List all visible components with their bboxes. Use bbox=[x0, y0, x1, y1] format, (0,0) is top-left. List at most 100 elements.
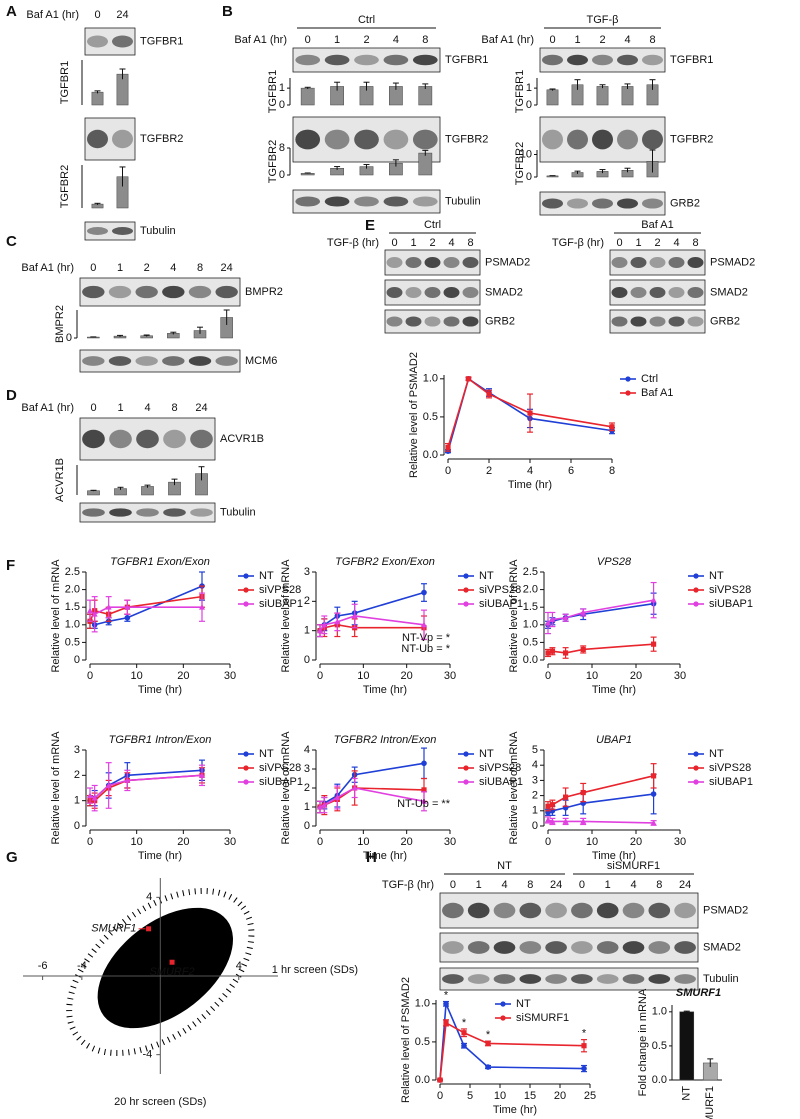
marker bbox=[563, 794, 569, 800]
lane-label: 2 bbox=[144, 262, 150, 274]
lane-axis-label: TGF-β (hr) bbox=[382, 879, 434, 891]
marker bbox=[545, 619, 551, 626]
lane-axis-label: TGF-β (hr) bbox=[552, 237, 604, 249]
lane-label: 8 bbox=[649, 34, 655, 46]
bar bbox=[621, 86, 634, 106]
marker bbox=[549, 818, 556, 824]
marker bbox=[545, 650, 551, 656]
legend-label: siVPS28 bbox=[479, 762, 521, 774]
blot bbox=[79, 349, 241, 373]
marker bbox=[87, 607, 93, 614]
blot bbox=[609, 309, 706, 334]
marker bbox=[549, 802, 555, 808]
y-tick-label: 5 bbox=[532, 744, 538, 756]
blot-label: TGFBR1 bbox=[670, 54, 713, 66]
band bbox=[611, 287, 628, 298]
band bbox=[545, 902, 567, 919]
bar bbox=[418, 86, 433, 106]
y-axis-label: TGFBR2 bbox=[59, 165, 71, 208]
band bbox=[386, 257, 403, 268]
y-axis-label: Fold change in mRNA bbox=[637, 988, 649, 1096]
x-tick-label: 0 bbox=[87, 670, 93, 682]
band bbox=[542, 129, 563, 150]
x-tick-label: siSMURF1 bbox=[704, 1086, 716, 1119]
band bbox=[567, 198, 588, 209]
legend-marker bbox=[693, 779, 699, 785]
lane-label: 2 bbox=[599, 34, 605, 46]
blot bbox=[292, 189, 441, 214]
band bbox=[109, 508, 132, 517]
legend-marker bbox=[243, 751, 249, 757]
marker bbox=[580, 789, 586, 796]
y-tick-label: 1 bbox=[304, 625, 310, 637]
band bbox=[571, 941, 593, 954]
y-tick-label: 1.0 bbox=[523, 619, 538, 631]
blot-label: Tubulin bbox=[140, 225, 176, 237]
y-axis-label: ACVR1B bbox=[54, 458, 66, 502]
legend-marker bbox=[463, 765, 469, 771]
y-tick-label: 1 bbox=[526, 82, 532, 94]
marker bbox=[334, 618, 341, 625]
band bbox=[462, 287, 479, 298]
x-tick-label: 0 bbox=[317, 670, 323, 682]
y-axis-label: Relative level of mRNA bbox=[50, 559, 62, 673]
lane-label: 0 bbox=[579, 879, 585, 891]
marker bbox=[421, 798, 427, 804]
band bbox=[592, 129, 613, 150]
blot bbox=[384, 309, 481, 334]
y-tick-label: 0 bbox=[74, 654, 80, 666]
lane-axis-label: Baf A1 (hr) bbox=[21, 402, 74, 414]
legend-label: siVPS28 bbox=[259, 584, 301, 596]
marker bbox=[91, 794, 98, 801]
chart-title: TGFBR1 Exon/Exon bbox=[110, 556, 210, 568]
legend-label: siUBAP1 bbox=[259, 776, 303, 788]
marker bbox=[437, 1077, 443, 1083]
band bbox=[596, 974, 619, 984]
band bbox=[611, 257, 628, 268]
band bbox=[443, 257, 460, 268]
x-tick-label: 0 bbox=[317, 836, 323, 848]
x-tick-label: 0 bbox=[437, 1090, 443, 1102]
blot-label: MCM6 bbox=[245, 355, 277, 367]
band bbox=[108, 356, 132, 366]
y-tick-label: 0 bbox=[532, 820, 538, 832]
x-tick-label: -6 bbox=[38, 960, 48, 972]
lane-label: 0 bbox=[305, 34, 311, 46]
band bbox=[442, 974, 464, 984]
lane-label: 24 bbox=[195, 402, 207, 414]
band bbox=[649, 257, 666, 268]
annotation: NT-Ub = ** bbox=[397, 798, 451, 810]
band bbox=[668, 287, 685, 298]
y-axis-label: TGFBR1 bbox=[59, 61, 71, 104]
x-tick-label: 30 bbox=[674, 836, 686, 848]
legend-marker bbox=[243, 587, 249, 593]
lane-label: 1 bbox=[605, 879, 611, 891]
y-tick-label: 0 bbox=[279, 169, 285, 181]
marker bbox=[421, 621, 427, 628]
legend-marker bbox=[243, 601, 249, 607]
y-tick-label: 2.5 bbox=[65, 566, 80, 578]
band bbox=[571, 974, 593, 984]
blot bbox=[79, 277, 241, 307]
band bbox=[424, 257, 441, 268]
legend-marker bbox=[463, 601, 469, 607]
x-tick-label: 20 bbox=[630, 670, 642, 682]
x-tick-label: 10 bbox=[131, 670, 143, 682]
band bbox=[190, 429, 213, 449]
band bbox=[649, 287, 666, 298]
panel-letter: C bbox=[6, 233, 17, 250]
y-tick-label: 1.5 bbox=[65, 601, 80, 613]
lane-label: 1 bbox=[117, 402, 123, 414]
lane-axis-label: Baf A1 (hr) bbox=[234, 34, 287, 46]
band bbox=[82, 429, 105, 449]
marker bbox=[651, 773, 657, 779]
lane-label: 24 bbox=[550, 879, 562, 891]
band bbox=[424, 287, 441, 298]
blot-heading: TGF-β bbox=[587, 14, 619, 26]
y-axis-label: 1 hr screen (SDs) bbox=[272, 964, 358, 976]
legend-label: siVPS28 bbox=[709, 762, 751, 774]
y-tick-label: 0 bbox=[66, 332, 72, 344]
x-tick-label: 4 bbox=[236, 960, 242, 972]
marker bbox=[91, 611, 98, 617]
